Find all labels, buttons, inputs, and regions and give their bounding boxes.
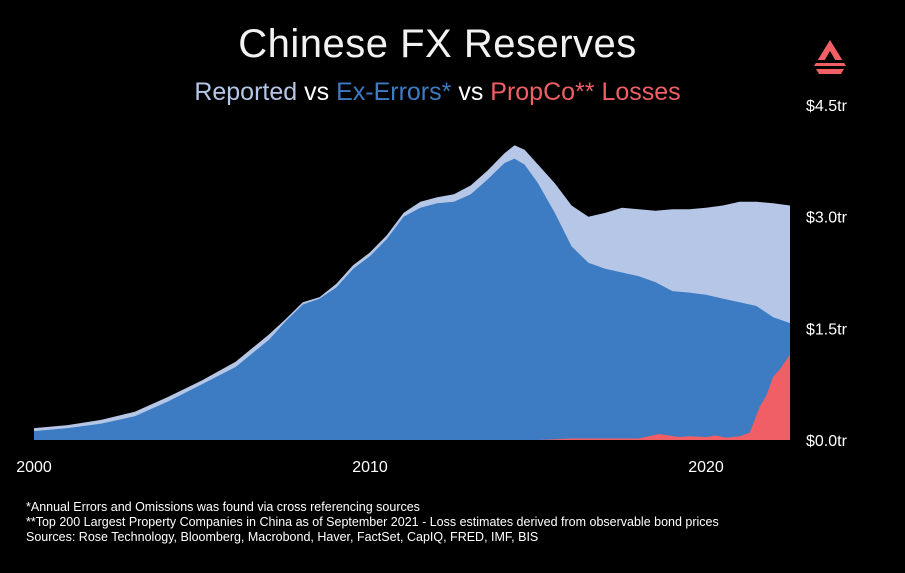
y-tick-label: $3.0tr bbox=[806, 210, 848, 227]
footnotes: *Annual Errors and Omissions was found v… bbox=[26, 500, 719, 545]
y-tick-label: $4.5tr bbox=[806, 98, 848, 115]
series-ex-errors-area bbox=[34, 158, 790, 440]
triangle-logo-icon bbox=[810, 40, 850, 74]
footnote-errors: *Annual Errors and Omissions was found v… bbox=[26, 500, 420, 514]
footnote-sources: Sources: Rose Technology, Bloomberg, Mac… bbox=[26, 530, 539, 544]
chart-subtitle: Reported vs Ex-Errors* vs PropCo** Losse… bbox=[0, 78, 875, 107]
y-tick-label: $1.5tr bbox=[806, 321, 848, 338]
chart-title: Chinese FX Reserves bbox=[238, 22, 637, 66]
subtitle-separator: vs bbox=[451, 78, 491, 106]
x-tick-label: 2010 bbox=[352, 459, 388, 476]
subtitle-separator: vs bbox=[297, 78, 337, 106]
footnote-propco: **Top 200 Largest Property Companies in … bbox=[26, 515, 719, 529]
x-tick-label: 2020 bbox=[688, 459, 724, 476]
subtitle-ex-errors: Ex-Errors* bbox=[336, 78, 452, 106]
y-tick-label: $0.0tr bbox=[806, 433, 848, 450]
subtitle-reported: Reported bbox=[194, 78, 298, 106]
x-tick-label: 2000 bbox=[16, 459, 52, 476]
subtitle-propco: PropCo** Losses bbox=[490, 78, 681, 106]
